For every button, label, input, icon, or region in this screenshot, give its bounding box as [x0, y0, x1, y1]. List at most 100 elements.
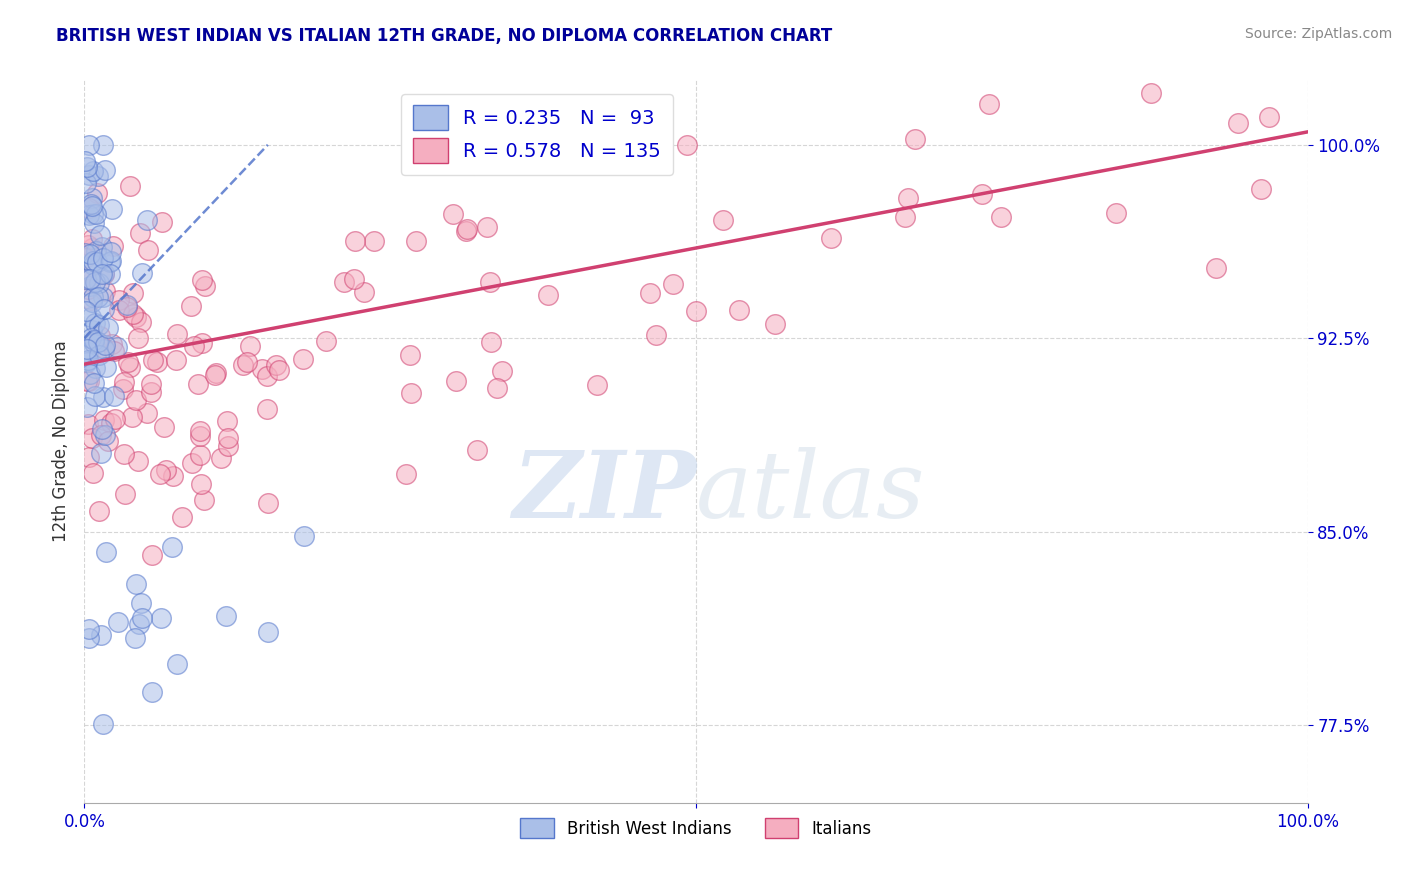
Point	[79, 310, 101, 324]
Point	[101, 238, 124, 252]
Point	[73, 251, 96, 265]
Point	[332, 276, 354, 290]
Point	[763, 317, 786, 331]
Point	[491, 364, 513, 378]
Point	[73, 154, 96, 169]
Point	[112, 447, 135, 461]
Point	[98, 268, 121, 282]
Point	[91, 717, 114, 731]
Point	[239, 339, 262, 353]
Point	[94, 427, 117, 442]
Point	[112, 375, 135, 389]
Point	[454, 224, 477, 238]
Point	[96, 359, 118, 374]
Point	[75, 271, 97, 285]
Point	[90, 446, 112, 460]
Point	[104, 411, 127, 425]
Point	[79, 367, 101, 381]
Point	[160, 540, 183, 554]
Point	[727, 302, 749, 317]
Point	[1104, 205, 1126, 219]
Point	[127, 331, 149, 345]
Point	[77, 282, 100, 296]
Point	[257, 496, 280, 510]
Point	[193, 493, 215, 508]
Point	[103, 389, 125, 403]
Point	[82, 290, 104, 304]
Point	[128, 226, 150, 240]
Point	[166, 327, 188, 342]
Point	[257, 624, 280, 639]
Text: ZIP: ZIP	[512, 447, 696, 537]
Point	[93, 267, 115, 281]
Point	[79, 208, 101, 222]
Point	[80, 191, 103, 205]
Point	[82, 164, 104, 178]
Point	[181, 456, 204, 470]
Point	[108, 293, 131, 307]
Point	[343, 272, 366, 286]
Point	[97, 321, 120, 335]
Point	[904, 132, 927, 146]
Point	[979, 97, 1001, 112]
Point	[141, 548, 163, 562]
Point	[76, 161, 98, 175]
Point	[486, 381, 509, 395]
Point	[190, 476, 212, 491]
Point	[267, 363, 290, 377]
Point	[125, 393, 148, 408]
Point	[93, 284, 115, 298]
Point	[79, 197, 101, 211]
Point	[125, 577, 148, 591]
Point	[187, 377, 209, 392]
Point	[90, 267, 112, 281]
Point	[75, 245, 97, 260]
Point	[1257, 110, 1279, 124]
Point	[84, 244, 107, 259]
Point	[76, 355, 98, 369]
Point	[103, 343, 125, 358]
Point	[894, 211, 917, 225]
Point	[444, 374, 467, 388]
Point	[217, 431, 239, 445]
Point	[114, 486, 136, 500]
Point	[90, 427, 112, 442]
Point	[118, 360, 141, 375]
Point	[82, 323, 104, 337]
Point	[80, 293, 103, 307]
Point	[77, 344, 100, 359]
Point	[100, 244, 122, 259]
Point	[82, 207, 104, 221]
Point	[91, 290, 114, 304]
Point	[166, 352, 188, 367]
Point	[315, 334, 337, 348]
Point	[89, 318, 111, 332]
Point	[93, 301, 115, 316]
Point	[127, 454, 149, 468]
Point	[537, 288, 560, 302]
Point	[896, 191, 918, 205]
Point	[75, 272, 97, 286]
Point	[79, 247, 101, 261]
Point	[90, 240, 112, 254]
Point	[76, 374, 98, 388]
Point	[91, 137, 114, 152]
Point	[685, 303, 707, 318]
Point	[440, 130, 463, 145]
Point	[292, 351, 315, 366]
Point	[141, 376, 163, 391]
Point	[150, 610, 173, 624]
Point	[76, 400, 98, 414]
Point	[120, 179, 142, 194]
Point	[83, 376, 105, 391]
Point	[122, 286, 145, 301]
Point	[80, 431, 103, 445]
Point	[93, 413, 115, 427]
Point	[108, 303, 131, 318]
Point	[115, 300, 138, 314]
Point	[84, 360, 107, 375]
Point	[93, 341, 115, 355]
Point	[215, 414, 238, 428]
Point	[77, 201, 100, 215]
Point	[86, 186, 108, 200]
